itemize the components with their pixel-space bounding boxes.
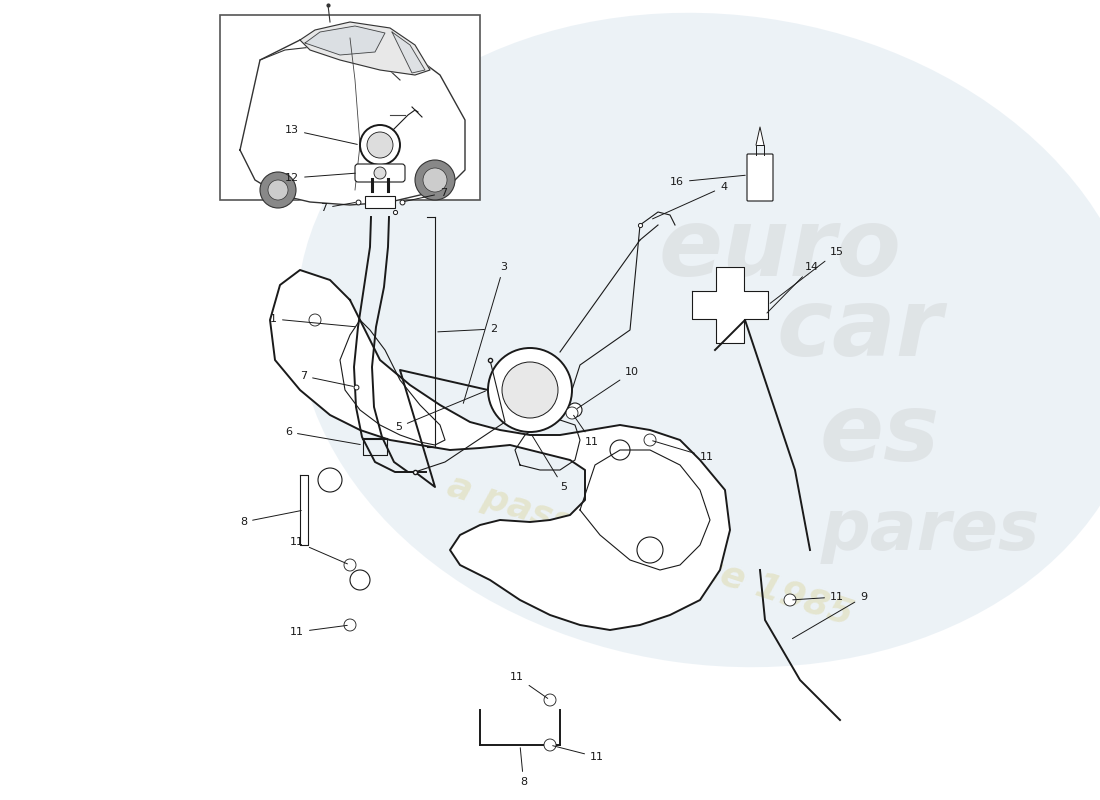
Circle shape <box>344 619 356 631</box>
Text: 5: 5 <box>395 391 485 432</box>
Text: 12: 12 <box>285 173 355 183</box>
Text: a passion since 1985: a passion since 1985 <box>443 468 857 632</box>
Polygon shape <box>300 22 430 75</box>
Text: 2: 2 <box>438 324 497 334</box>
Text: 9: 9 <box>792 592 867 638</box>
Text: 7: 7 <box>300 371 353 386</box>
Text: 8: 8 <box>240 510 301 527</box>
Text: 10: 10 <box>578 367 639 409</box>
Text: euro: euro <box>659 204 901 296</box>
Circle shape <box>260 172 296 208</box>
Circle shape <box>424 168 447 192</box>
Circle shape <box>784 594 796 606</box>
Circle shape <box>367 132 393 158</box>
Text: 14: 14 <box>767 262 820 313</box>
Circle shape <box>360 125 400 165</box>
Circle shape <box>268 180 288 200</box>
Text: pares: pares <box>821 497 1040 563</box>
Circle shape <box>488 348 572 432</box>
Polygon shape <box>305 26 385 55</box>
Text: 7: 7 <box>320 202 355 213</box>
Polygon shape <box>692 267 768 343</box>
FancyBboxPatch shape <box>365 196 395 208</box>
Circle shape <box>374 167 386 179</box>
Polygon shape <box>240 35 465 205</box>
Circle shape <box>644 434 656 446</box>
Text: 11: 11 <box>793 592 844 602</box>
Polygon shape <box>756 127 764 145</box>
Text: 1: 1 <box>270 314 355 326</box>
Circle shape <box>544 694 556 706</box>
Text: 11: 11 <box>290 626 348 637</box>
Ellipse shape <box>297 13 1100 667</box>
Text: 15: 15 <box>770 247 844 303</box>
Circle shape <box>344 559 356 571</box>
Circle shape <box>544 739 556 751</box>
Text: 7: 7 <box>405 188 447 202</box>
Circle shape <box>502 362 558 418</box>
FancyBboxPatch shape <box>747 154 773 201</box>
Circle shape <box>568 403 582 417</box>
FancyBboxPatch shape <box>220 15 480 200</box>
Circle shape <box>415 160 455 200</box>
Text: es: es <box>820 389 940 481</box>
Text: 16: 16 <box>670 175 745 187</box>
Text: 11: 11 <box>552 746 604 762</box>
Text: car: car <box>777 284 943 376</box>
Text: 11: 11 <box>290 537 348 564</box>
Text: 6: 6 <box>285 427 361 445</box>
Circle shape <box>566 407 578 419</box>
Text: 11: 11 <box>573 415 600 447</box>
Text: 4: 4 <box>652 182 727 219</box>
Text: 13: 13 <box>285 125 358 145</box>
Polygon shape <box>392 32 425 73</box>
Polygon shape <box>270 270 730 630</box>
Text: 11: 11 <box>510 672 548 698</box>
Circle shape <box>309 314 321 326</box>
Text: 8: 8 <box>520 748 527 787</box>
Text: 5: 5 <box>531 434 566 492</box>
Text: 3: 3 <box>463 262 507 403</box>
Text: 11: 11 <box>652 441 714 462</box>
FancyBboxPatch shape <box>355 164 405 182</box>
